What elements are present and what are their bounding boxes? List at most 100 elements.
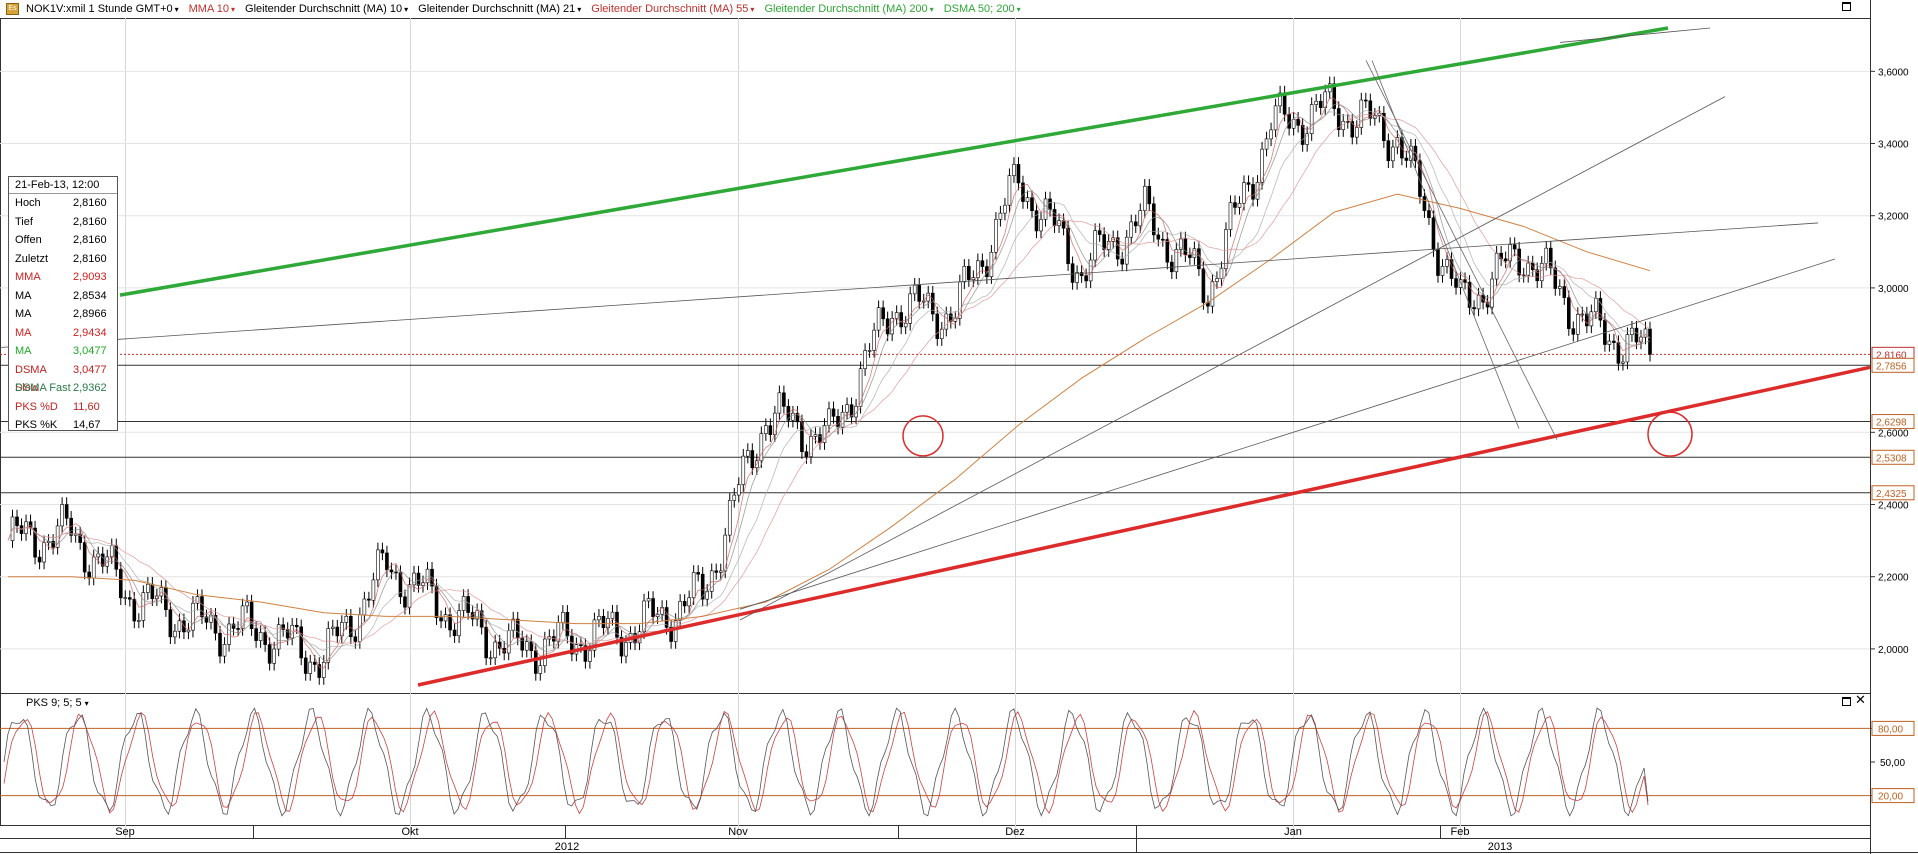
month-label: Sep xyxy=(115,826,135,838)
candle xyxy=(1097,230,1102,235)
candle xyxy=(768,425,773,435)
indicator-selector[interactable]: Gleitender Durchschnitt (MA) 10 ▾ xyxy=(245,3,409,15)
candle xyxy=(1422,196,1427,211)
candle xyxy=(971,277,976,280)
data-window-label: PKS %K xyxy=(15,419,58,431)
candle xyxy=(1210,281,1215,307)
candle xyxy=(529,641,534,652)
candle xyxy=(588,649,592,662)
candle xyxy=(484,626,488,659)
candle xyxy=(33,527,37,558)
candle xyxy=(1003,204,1007,214)
candle xyxy=(822,425,827,443)
candle xyxy=(299,626,304,659)
candle xyxy=(317,664,322,678)
app-icon[interactable]: Es xyxy=(6,3,19,15)
candle xyxy=(349,615,353,638)
candle xyxy=(1594,298,1598,313)
candle xyxy=(380,549,385,554)
indicator-selector[interactable]: MMA 10 ▾ xyxy=(188,3,236,15)
stochastic-maximize-icon[interactable] xyxy=(1842,697,1851,706)
candle xyxy=(1467,282,1472,308)
data-window-row: DSMA Slow 3,0477 xyxy=(9,361,117,395)
candle xyxy=(1336,108,1341,130)
candle xyxy=(561,612,565,623)
candle xyxy=(1567,297,1571,329)
annotation-circle xyxy=(1647,411,1693,457)
candle xyxy=(240,605,245,629)
candle xyxy=(1115,237,1120,260)
candle xyxy=(791,412,795,421)
indicator-selector[interactable]: Gleitender Durchschnitt (MA) 200 ▾ xyxy=(764,3,934,15)
candle xyxy=(1007,175,1012,206)
candle xyxy=(930,292,935,315)
candle xyxy=(664,607,669,628)
indicator-selector[interactable]: Gleitender Durchschnitt (MA) 21 ▾ xyxy=(418,3,582,15)
candle xyxy=(312,661,317,665)
price-tick-label: 2,2000 xyxy=(1878,573,1909,584)
data-window-label: MA xyxy=(15,326,32,339)
data-window-value: 11,60 xyxy=(73,400,100,413)
grey-trendline xyxy=(1371,60,1520,429)
symbol-selector[interactable]: NOK1V:xmil 1 Stunde GMT+0 ▾ xyxy=(26,3,179,15)
maximize-icon[interactable] xyxy=(1842,2,1851,11)
candle xyxy=(1314,100,1318,105)
stochastic-close-icon[interactable]: ✕ xyxy=(1855,692,1866,707)
candle xyxy=(475,610,479,620)
candle xyxy=(1260,148,1264,183)
candle xyxy=(1300,125,1305,145)
candle xyxy=(1219,268,1224,279)
data-window-value: 2,8534 xyxy=(73,289,107,302)
candle xyxy=(515,618,520,639)
data-window-label: Tief xyxy=(15,215,33,228)
candle xyxy=(452,629,457,637)
grey-trendline xyxy=(739,96,1726,621)
candle xyxy=(1147,185,1152,205)
candle xyxy=(425,568,430,584)
candle xyxy=(267,644,272,664)
candle xyxy=(1066,227,1070,265)
candle xyxy=(1612,340,1616,343)
candle xyxy=(1526,262,1531,276)
candle xyxy=(1102,234,1106,250)
candle xyxy=(1179,238,1183,250)
candle xyxy=(917,284,922,302)
candle xyxy=(1616,342,1621,364)
candle xyxy=(60,504,64,527)
candle xyxy=(836,416,840,428)
price-tick-label: 2,0000 xyxy=(1878,645,1909,656)
candle xyxy=(321,662,326,678)
annotation-circle xyxy=(902,415,944,457)
candle xyxy=(1165,239,1170,263)
candle xyxy=(1093,230,1097,261)
price-marker-label: 2,8160 xyxy=(1876,350,1907,361)
candle xyxy=(403,596,407,608)
candle xyxy=(912,284,917,295)
chevron-down-icon: ▾ xyxy=(577,5,582,14)
candle xyxy=(335,626,340,637)
stochastic-indicator-selector[interactable]: PKS 9; 5; 5 ▾ xyxy=(26,697,89,709)
candle xyxy=(254,628,258,641)
indicator-selector[interactable]: DSMA 50; 200 ▾ xyxy=(943,3,1021,15)
data-window-value: 2,8160 xyxy=(73,252,107,265)
data-window-label: MMA xyxy=(15,271,41,283)
indicator-selector[interactable]: Gleitender Durchschnitt (MA) 55 ▾ xyxy=(591,3,755,15)
candle xyxy=(1043,198,1048,220)
data-window-label: MA xyxy=(15,289,32,302)
data-window-value: 2,8160 xyxy=(73,197,107,209)
candle xyxy=(1634,327,1639,343)
candle xyxy=(1400,137,1404,159)
candle xyxy=(691,572,696,599)
candle xyxy=(123,597,128,599)
candle xyxy=(137,620,141,622)
stochastic-panel-frame xyxy=(0,693,1871,826)
chevron-down-icon: ▾ xyxy=(84,699,89,708)
candle xyxy=(533,650,538,674)
candle xyxy=(1391,146,1395,162)
candle xyxy=(1120,258,1125,265)
candle xyxy=(204,616,209,623)
candle xyxy=(1354,127,1359,138)
data-window: 21-Feb-13, 12:00 Hoch 2,8160 Tief 2,8160 Off… xyxy=(8,176,118,431)
